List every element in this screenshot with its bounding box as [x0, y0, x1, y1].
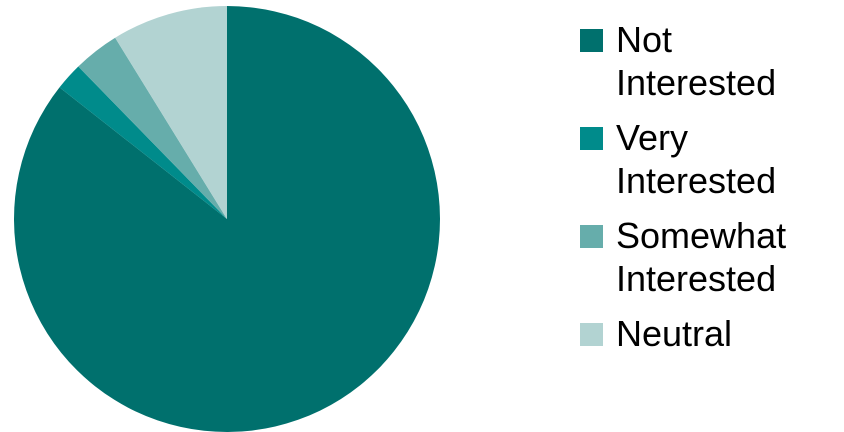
legend-swatch-neutral	[580, 323, 603, 346]
pie-slice-somewhat-interested	[78, 37, 227, 219]
legend-swatch-somewhat-interested	[580, 225, 603, 248]
legend-label-somewhat-interested: Somewhat Interested	[616, 215, 787, 299]
legend-swatch-very-interested	[580, 127, 603, 150]
chart-legend: Not Interested Very Interested Somewhat …	[578, 18, 840, 367]
legend-label-very-interested: Very Interested	[616, 117, 777, 201]
legend-item-somewhat-interested: Somewhat Interested	[578, 214, 840, 300]
pie-chart	[13, 6, 440, 432]
pie-slice-very-interested	[59, 66, 227, 220]
pie-slice-neutral	[115, 6, 227, 219]
legend-label-neutral: Neutral	[616, 313, 733, 354]
legend-item-not-interested: Not Interested	[578, 18, 840, 104]
pie-slices	[13, 6, 440, 432]
legend-label-not-interested: Not Interested	[616, 19, 777, 103]
legend-item-neutral: Neutral	[578, 312, 840, 355]
legend-item-very-interested: Very Interested	[578, 116, 840, 202]
legend-swatch-not-interested	[580, 29, 603, 52]
